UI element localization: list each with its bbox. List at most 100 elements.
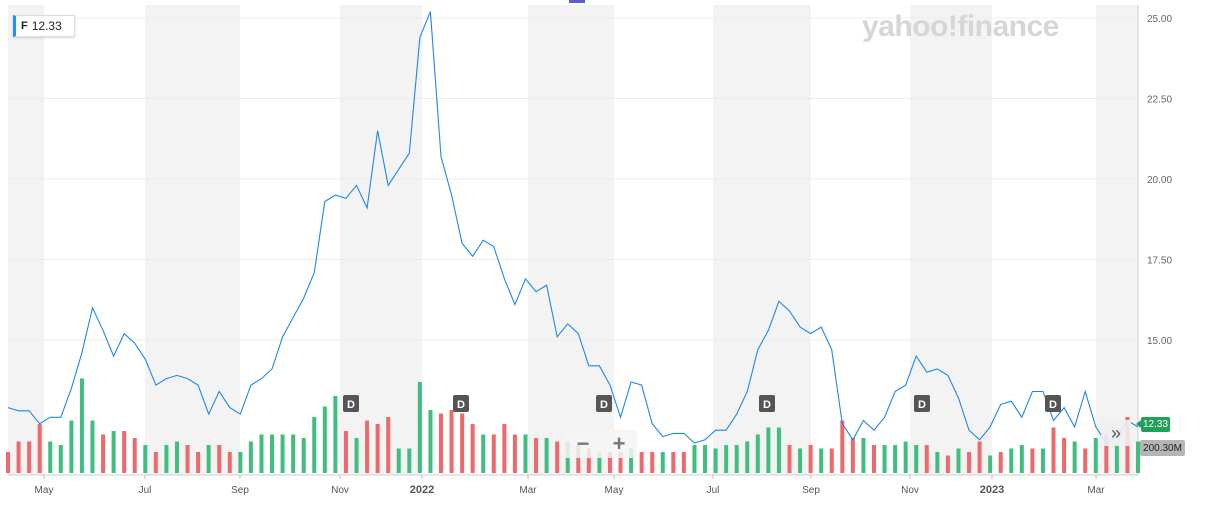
ticker-badge: F 12.33 (13, 15, 75, 37)
volume-bar (79, 378, 84, 473)
dividend-marker (596, 395, 612, 412)
volume-bar (90, 420, 95, 473)
volume-bar (37, 424, 42, 473)
volume-bar (343, 431, 348, 473)
volume-bar (1019, 445, 1024, 473)
volume-bar (956, 448, 961, 473)
volume-bar (755, 434, 760, 473)
volume-bar (850, 438, 855, 473)
zoom-out-button[interactable]: − (576, 431, 590, 456)
volume-bar (512, 434, 517, 473)
volume-bar (935, 452, 940, 473)
volume-bar (238, 452, 243, 473)
volume-bar (829, 448, 834, 473)
volume-bar (122, 431, 127, 473)
volume-bar (808, 445, 813, 473)
volume-bar (217, 445, 222, 473)
volume-bar (491, 434, 496, 473)
scroll-forward-button[interactable]: » (1101, 420, 1131, 446)
volume-bar (312, 417, 317, 473)
volume-bar (227, 452, 232, 473)
volume-bar (1104, 434, 1109, 473)
volume-bar (882, 445, 887, 473)
volume-bar (1072, 441, 1077, 473)
y-tick-label: 22.50 (1147, 95, 1172, 106)
volume-bar (893, 445, 898, 473)
volume-bar (544, 438, 549, 473)
dividend-label: D (1049, 399, 1057, 411)
x-tick-label: Mar (1087, 485, 1105, 496)
current-price-tag: 12.33 (1136, 417, 1170, 432)
y-tick-label: 20.00 (1147, 175, 1172, 186)
volume-bar (724, 445, 729, 473)
volume-bar (819, 448, 824, 473)
dividend-label: D (347, 399, 355, 411)
y-tick-label: 25.00 (1147, 14, 1172, 25)
volume-bar (470, 424, 475, 473)
volume-bar (111, 431, 116, 473)
y-tick-label: 17.50 (1147, 256, 1172, 267)
volume-bar (671, 452, 676, 473)
volume-bar (407, 448, 412, 473)
dividend-label: D (457, 399, 465, 411)
volume-bar (270, 434, 275, 473)
dividend-label: D (600, 399, 608, 411)
x-tick-label: Nov (331, 485, 349, 496)
volume-bar (248, 441, 253, 473)
ticker-symbol: F (21, 20, 28, 32)
dividend-marker (759, 395, 775, 412)
volume-bar (449, 410, 454, 473)
x-tick-label: Jul (707, 485, 720, 496)
month-band (1096, 5, 1138, 475)
dividend-marker (453, 395, 469, 412)
volume-bar (143, 445, 148, 473)
volume-bar (185, 445, 190, 473)
volume-bar (396, 448, 401, 473)
volume-bar (597, 452, 602, 473)
volume-bar (692, 445, 697, 473)
volume-bar (259, 434, 264, 473)
volume-bar (998, 452, 1003, 473)
volume-bar (417, 382, 422, 473)
dividend-marker (343, 395, 359, 412)
x-tick-label: Nov (901, 485, 919, 496)
volume-tag: 200.30M (1140, 440, 1185, 456)
volume-bar (27, 441, 32, 473)
x-tick-label: May (605, 485, 624, 496)
volume-bar (713, 448, 718, 473)
volume-bar (523, 434, 528, 473)
yahoo-finance-logo: yahoo!finance (862, 10, 1059, 43)
volume-bar (787, 445, 792, 473)
volume-bar (386, 417, 391, 473)
volume-bar (333, 396, 338, 473)
volume-bar (1051, 427, 1056, 473)
volume-bar (6, 452, 10, 473)
volume-bar (555, 441, 560, 473)
volume-bar (1136, 441, 1140, 473)
volume-bar (164, 445, 169, 473)
volume-bar (438, 413, 443, 473)
volume-bar (1114, 445, 1119, 473)
volume-bar (534, 438, 539, 473)
dividend-marker (914, 395, 930, 412)
volume-bar (1040, 448, 1045, 473)
volume-bar (375, 424, 380, 473)
dividend-marker (1045, 395, 1061, 412)
volume-bar (650, 452, 655, 473)
ticker-price: 12.33 (31, 19, 62, 33)
volume-bar (428, 410, 433, 473)
volume-bar (798, 448, 803, 473)
volume-bar (291, 434, 296, 473)
volume-bar (280, 434, 285, 473)
volume-bar (1062, 438, 1067, 473)
volume-bar (174, 441, 179, 473)
range-handle[interactable] (569, 0, 585, 3)
zoom-in-button[interactable]: + (612, 431, 626, 456)
volume-bar (776, 427, 781, 473)
volume-bar (354, 438, 359, 473)
volume-bar (153, 452, 158, 473)
volume-bar (48, 441, 53, 473)
x-tick-label: Sep (231, 485, 249, 496)
volume-bar (618, 452, 623, 473)
